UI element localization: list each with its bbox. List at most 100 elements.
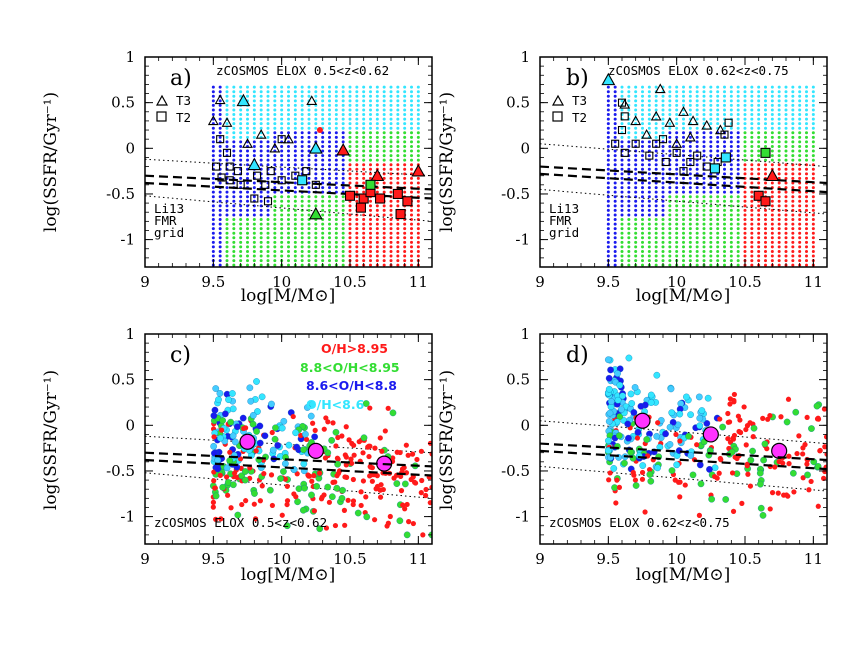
panel-title: zCOSMOS ELOX 0.5<z<0.62 — [154, 515, 327, 530]
scatter-point — [360, 450, 366, 456]
grid-dot — [300, 222, 304, 226]
grid-dot — [382, 144, 386, 148]
grid-dot — [334, 126, 338, 130]
grid-dot — [246, 208, 249, 212]
grid-dot — [328, 218, 331, 222]
grid-dot — [736, 140, 740, 144]
grid-dot — [211, 144, 215, 148]
grid-dot — [293, 259, 297, 263]
grid-dot — [654, 176, 658, 180]
grid-dot — [273, 204, 277, 208]
square-point — [302, 167, 311, 176]
grid-dot — [416, 103, 420, 107]
grid-dot — [252, 117, 256, 121]
triangle-point — [236, 93, 251, 107]
dotted-line — [540, 420, 827, 445]
grid-dot — [375, 190, 379, 194]
grid-dot — [293, 172, 297, 176]
scatter-point — [637, 402, 645, 410]
grid-dot — [709, 149, 713, 153]
grid-dot — [675, 195, 679, 199]
scatter-point — [804, 471, 811, 479]
grid-dot — [695, 195, 699, 199]
grid-dot — [723, 140, 726, 144]
grid-dot — [716, 135, 720, 139]
dotted-line — [540, 465, 827, 492]
grid-dot — [702, 144, 706, 148]
grid-dot — [300, 249, 304, 253]
scatter-point — [345, 497, 351, 503]
square-point — [679, 167, 688, 176]
triangle-point — [336, 142, 351, 156]
scatter-point — [253, 378, 260, 385]
grid-dot — [314, 126, 318, 130]
grid-dot — [375, 218, 379, 222]
grid-dot — [293, 94, 297, 98]
grid-dot — [764, 231, 767, 235]
grid-dot — [348, 245, 352, 249]
grid-dot — [218, 227, 222, 231]
scatter-point — [619, 392, 626, 400]
grid-dot — [709, 135, 713, 139]
grid-dot — [239, 213, 243, 217]
square-point — [720, 130, 729, 139]
grid-dot — [328, 90, 331, 94]
grid-dot — [307, 254, 311, 258]
grid-dot — [403, 158, 407, 162]
grid-dot — [743, 208, 747, 212]
grid-dot — [682, 231, 685, 235]
grid-dot — [682, 236, 685, 240]
grid-dot — [688, 186, 692, 190]
grid-dot — [770, 259, 774, 263]
grid-dot — [259, 227, 263, 231]
grid-dot — [791, 126, 795, 130]
grid-dot — [280, 186, 284, 190]
grid-dot — [606, 227, 610, 231]
grid-dot — [606, 103, 610, 107]
x-tick-label: 10 — [667, 550, 686, 568]
grid-dot — [280, 103, 284, 107]
grid-dot — [743, 117, 747, 121]
grid-dot — [764, 117, 767, 121]
grid-dot — [321, 236, 325, 240]
x-tick-label: 10 — [272, 273, 291, 291]
grid-dot — [695, 218, 699, 222]
scatter-point — [385, 405, 391, 411]
triangle-point — [678, 106, 689, 116]
grid-dot — [716, 259, 720, 263]
y-tick-label: 1 — [125, 48, 135, 66]
triangle-point — [269, 142, 281, 153]
grid-dot — [791, 85, 795, 89]
grid-dot — [729, 135, 733, 139]
grid-dot — [416, 199, 420, 203]
grid-dot — [225, 149, 229, 153]
grid-dot — [252, 181, 256, 185]
grid-dot — [218, 113, 222, 117]
grid-dot — [382, 218, 386, 222]
grid-dot — [709, 85, 713, 89]
grid-dot — [688, 222, 692, 226]
grid-dot — [723, 149, 726, 153]
scatter-point — [646, 467, 653, 473]
grid-dot — [702, 218, 706, 222]
grid-dot — [307, 240, 311, 244]
grid-dot — [307, 236, 311, 240]
scatter-point — [363, 494, 369, 500]
y-tick-label: 0.5 — [111, 371, 135, 389]
grid-dot — [729, 213, 733, 217]
grid-dot — [287, 167, 290, 171]
grid-dot — [661, 176, 665, 180]
scatter-point — [725, 436, 731, 442]
grid-dot — [682, 263, 685, 267]
grid-dot — [382, 90, 386, 94]
grid-dot — [668, 213, 672, 217]
grid-dot — [709, 140, 713, 144]
scatter-point — [647, 391, 655, 399]
scatter-point — [654, 464, 661, 472]
grid-dot — [232, 99, 236, 103]
grid-dot — [723, 94, 726, 98]
grid-dot — [613, 158, 617, 162]
grid-dot — [232, 218, 236, 222]
grid-dot — [287, 199, 290, 203]
panel-c: 9 9.5 10 10.5 11-1-0.500.51 c) zCOSMOS ELOX … — [41, 325, 433, 585]
